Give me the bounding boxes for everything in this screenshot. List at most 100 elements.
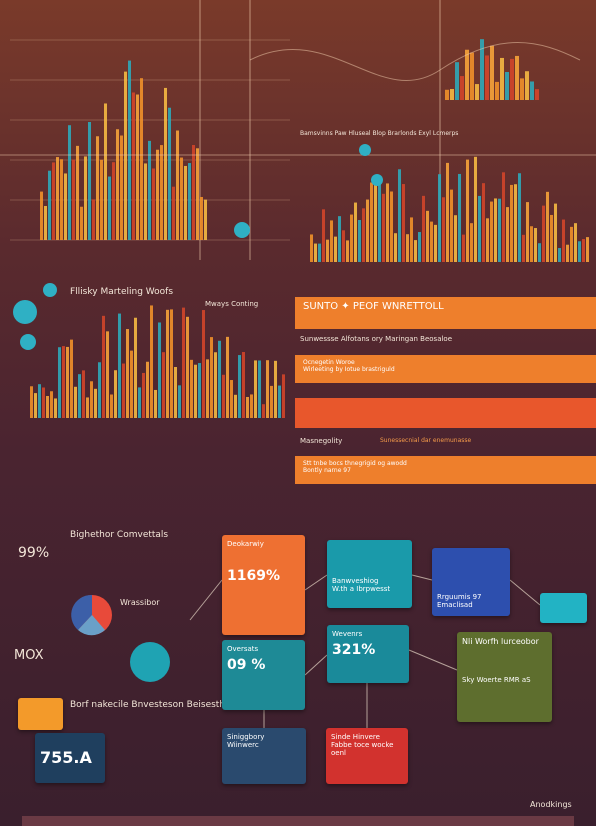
decor-bar <box>140 78 143 240</box>
decor-bar <box>350 214 353 262</box>
decor-bar <box>475 84 479 100</box>
decor-bar <box>542 205 545 262</box>
card: Nli Worfh lurceobor Sky Woerte RMR aS <box>457 632 552 722</box>
decor-bar <box>358 220 361 262</box>
decor-bar <box>104 103 107 241</box>
decor-bar <box>118 313 121 418</box>
stat: 755.A <box>40 748 92 767</box>
decor-bar <box>486 218 489 262</box>
decor-bar <box>562 219 565 262</box>
decor-curve <box>249 42 581 81</box>
decor-bar <box>152 168 155 240</box>
decor-bar <box>450 189 453 262</box>
decor-dot <box>20 334 36 350</box>
card-title: Siniggbory <box>227 733 265 741</box>
stat-box: 755.A <box>35 733 105 783</box>
decor-bar <box>505 72 509 100</box>
decor-bar <box>142 372 145 418</box>
decor-bar <box>112 162 115 240</box>
decor-bar <box>50 391 53 418</box>
decor-bar <box>442 197 445 262</box>
card-title: Rrguumis 97 <box>437 593 482 601</box>
decor-bar <box>150 305 153 418</box>
decor-bar <box>210 337 213 418</box>
connector <box>304 574 328 591</box>
decor-bar <box>310 234 313 262</box>
decor-bar <box>525 71 529 100</box>
decor-bar <box>506 207 509 262</box>
banner-subtitle: Bontly narne 97 <box>303 467 351 474</box>
decor-bar <box>184 165 187 240</box>
decor-bar <box>538 243 541 262</box>
decor-bar <box>282 374 285 418</box>
decor-bar <box>72 159 75 240</box>
decor-bar <box>124 71 127 240</box>
decor-bar <box>490 45 494 100</box>
decor-bar <box>196 148 199 240</box>
decor-bar <box>238 355 241 418</box>
decor-bar <box>48 170 51 240</box>
decor-bar <box>242 352 245 418</box>
decor-bar <box>192 145 195 240</box>
decor-bar <box>546 191 549 262</box>
decor-bar <box>182 307 185 418</box>
decor-bar <box>326 239 329 262</box>
decor-bar <box>458 173 461 262</box>
decor-bar <box>94 388 97 418</box>
banner: Ocnegetin Woroe Wirleeting by Iotue brast… <box>295 355 596 383</box>
decor-bar <box>134 317 137 418</box>
decor-bar <box>470 52 474 100</box>
decor-bar <box>148 140 151 240</box>
decor-bar <box>164 87 167 240</box>
decor-bar <box>70 339 73 418</box>
decor-bar <box>482 183 485 262</box>
decor-bar <box>414 240 417 262</box>
card-value: Emaclisad <box>437 601 473 609</box>
decor-bar <box>502 172 505 262</box>
stat: 99% <box>18 545 50 561</box>
decor-bar <box>322 209 325 262</box>
decor-bar <box>318 243 321 262</box>
decor-bar <box>170 309 173 418</box>
decor-bar <box>520 78 524 100</box>
decor-bar <box>495 81 499 100</box>
decor-bar <box>370 182 373 262</box>
decor-bar <box>30 386 33 418</box>
decor-bar <box>114 370 117 418</box>
decor-bar <box>86 397 89 418</box>
connector <box>189 579 223 621</box>
decor-bar <box>500 57 504 100</box>
connector <box>411 574 433 581</box>
decor-bar <box>178 385 181 418</box>
decor-bar <box>38 384 41 418</box>
card: Wevenrs 321% <box>327 625 409 683</box>
decor-bar <box>494 198 497 262</box>
decor-bar <box>394 233 397 262</box>
banner: Stt tnbe bocs thnegrigid og awodd Bontly … <box>295 456 596 484</box>
decor-bar <box>130 350 133 418</box>
decor-bar <box>465 49 469 100</box>
decor-bar <box>530 81 534 100</box>
decor-bar <box>270 385 273 418</box>
decor-dot <box>130 642 170 682</box>
decor-bar <box>202 310 205 418</box>
card-title: Sinde Hinvere <box>331 733 380 741</box>
decor-bar <box>254 360 257 418</box>
decor-bar <box>34 393 37 418</box>
decor-bar <box>92 199 95 240</box>
card-title: Banwveshiog <box>332 577 379 585</box>
decor-bar <box>445 89 449 100</box>
decor-bar <box>382 193 385 262</box>
decor-bar <box>138 387 141 418</box>
banner-title: Masnegolity <box>300 437 343 445</box>
decor-bar <box>378 182 381 262</box>
decor-bar <box>462 234 465 262</box>
decor-bar <box>535 89 539 100</box>
decor-bar <box>362 208 365 262</box>
decor-bar <box>434 224 437 262</box>
decor-bar <box>374 184 377 262</box>
decor-bar <box>406 234 409 262</box>
card: Banwveshiog W.th a Ibrpwesst <box>327 540 412 608</box>
decor-bar <box>402 184 405 262</box>
decor-bar <box>522 234 525 262</box>
